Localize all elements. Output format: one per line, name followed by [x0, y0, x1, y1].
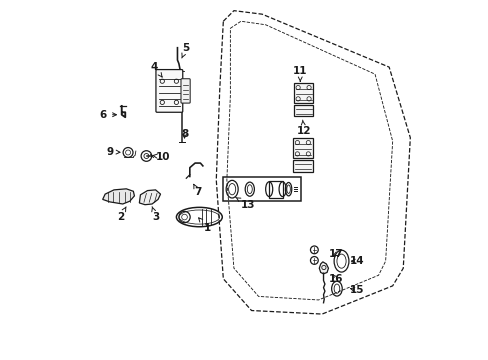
Text: 15: 15	[349, 285, 363, 295]
Text: 6: 6	[100, 110, 116, 120]
Polygon shape	[102, 189, 134, 204]
Text: 16: 16	[328, 274, 343, 284]
Text: 5: 5	[182, 43, 189, 58]
Text: 17: 17	[328, 249, 343, 259]
Text: 9: 9	[106, 147, 120, 157]
Polygon shape	[319, 262, 328, 274]
Text: 4: 4	[150, 62, 162, 77]
FancyBboxPatch shape	[181, 79, 190, 103]
Bar	[293, 83, 313, 103]
Bar	[223, 177, 300, 201]
Text: 13: 13	[235, 197, 255, 210]
Bar	[293, 160, 312, 171]
Bar	[293, 105, 313, 117]
Polygon shape	[139, 190, 160, 205]
Bar	[293, 138, 312, 158]
FancyBboxPatch shape	[156, 69, 183, 112]
Text: 1: 1	[198, 218, 211, 233]
Text: 12: 12	[296, 120, 310, 136]
Text: 10: 10	[153, 152, 170, 162]
Text: 11: 11	[292, 66, 307, 81]
Text: 7: 7	[193, 184, 201, 197]
Text: 2: 2	[117, 207, 126, 222]
Text: 3: 3	[151, 207, 159, 222]
Bar	[269, 181, 282, 198]
Text: 14: 14	[349, 256, 364, 266]
Text: 8: 8	[181, 129, 188, 139]
